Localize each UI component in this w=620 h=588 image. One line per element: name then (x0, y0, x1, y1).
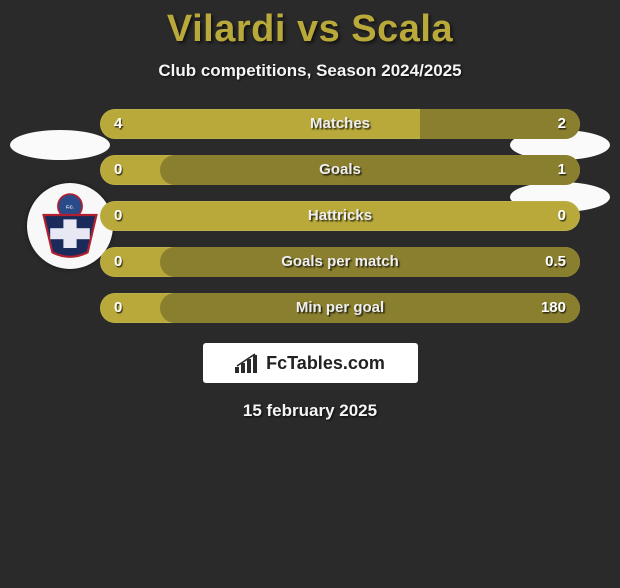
stat-label: Goals per match (100, 247, 580, 277)
footer-date: 15 february 2025 (0, 401, 620, 421)
stat-row: 00.5Goals per match (100, 247, 580, 277)
stat-label: Goals (100, 155, 580, 185)
stat-row: 00Hattricks (100, 201, 580, 231)
stat-label: Min per goal (100, 293, 580, 323)
stat-row: 01Goals (100, 155, 580, 185)
stat-row: 42Matches (100, 109, 580, 139)
page-subtitle: Club competitions, Season 2024/2025 (0, 61, 620, 81)
stat-row: 0180Min per goal (100, 293, 580, 323)
stats-container: 42Matches 01Goals 00Hattricks 00.5Goals per… (0, 109, 620, 323)
footer-brand-text: FcTables.com (266, 353, 385, 374)
brand-bars-icon (235, 353, 261, 373)
stat-label: Matches (100, 109, 580, 139)
stat-label: Hattricks (100, 201, 580, 231)
footer-brand[interactable]: FcTables.com (203, 343, 418, 383)
page-title: Vilardi vs Scala (0, 8, 620, 51)
